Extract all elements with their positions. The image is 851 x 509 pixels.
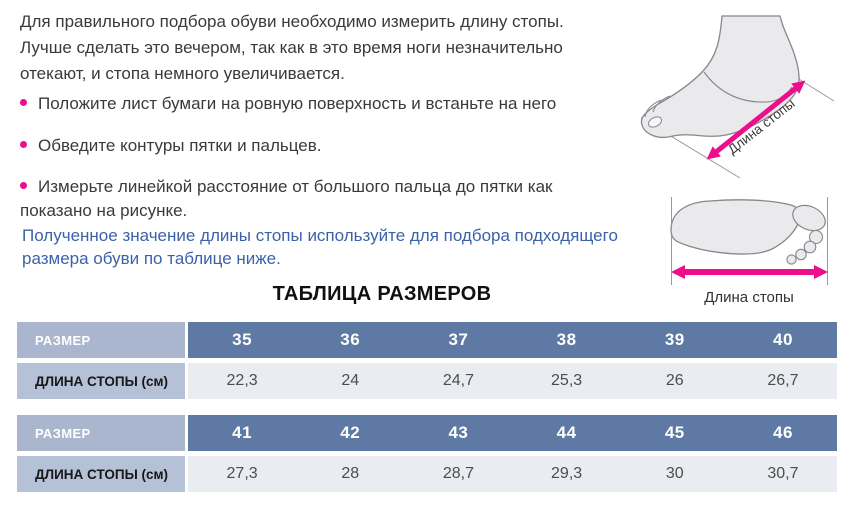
foot-side-view-illustration: Длина стопы <box>640 15 835 178</box>
size-cell: 44 <box>512 415 621 451</box>
length-cell: 30 <box>620 456 729 492</box>
length-row-header: ДЛИНА СТОПЫ (см) <box>17 363 185 399</box>
toe <box>808 229 824 245</box>
intro-line: Лучше сделать это вечером, так как в это… <box>20 38 563 57</box>
length-cell: 30,7 <box>728 456 838 492</box>
bullet-dot-icon <box>20 182 27 190</box>
list-item: Измерьте линейкой расстояние от большого… <box>20 177 552 222</box>
size-cell: 35 <box>188 322 297 358</box>
table-row-lengths: ДЛИНА СТОПЫ (см) 22,3 24 24,7 25,3 26 26… <box>17 363 838 399</box>
note-paragraph: Полученное значение длины стопы использу… <box>22 224 618 270</box>
length-cell: 24,7 <box>404 363 513 399</box>
length-cell: 25,3 <box>512 363 621 399</box>
list-item: Положите лист бумаги на ровную поверхнос… <box>20 94 556 114</box>
intro-line: Для правильного подбора обуви необходимо… <box>20 12 564 31</box>
size-cell: 41 <box>188 415 297 451</box>
bullet-dot-icon <box>20 141 27 149</box>
size-cell: 46 <box>728 415 838 451</box>
table-row-sizes: РАЗМЕР 35 36 37 38 39 40 <box>17 322 838 358</box>
size-table-title: ТАБЛИЦА РАЗМЕРОВ <box>272 283 492 305</box>
foot-length-arrow-icon <box>706 80 806 160</box>
intro-paragraph: Для правильного подбора обуви необходимо… <box>20 9 564 87</box>
length-cell: 28 <box>296 456 405 492</box>
intro-line: отекают, и стопа немного увеличивается. <box>20 64 345 83</box>
foot-length-label: Длина стопы <box>704 289 794 306</box>
size-cell: 40 <box>728 322 838 358</box>
instruction-text: Измерьте линейкой расстояние от большого… <box>38 177 553 196</box>
instruction-text: показано на рисунке. <box>20 201 188 220</box>
size-row-header: РАЗМЕР <box>17 415 185 451</box>
list-item: Обведите контуры пятки и пальцев. <box>20 136 322 156</box>
size-row-header: РАЗМЕР <box>17 322 185 358</box>
footprint-top-view-illustration: Длина стопы <box>670 197 828 306</box>
size-cell: 37 <box>404 322 513 358</box>
size-cell: 42 <box>296 415 405 451</box>
instruction-text: Обведите контуры пятки и пальцев. <box>38 136 322 155</box>
size-table-41-46: РАЗМЕР 41 42 43 44 45 46 ДЛИНА СТОПЫ (см… <box>17 415 838 492</box>
length-cell: 29,3 <box>512 456 621 492</box>
length-cell: 26,7 <box>728 363 838 399</box>
length-cell: 27,3 <box>188 456 297 492</box>
size-cell: 45 <box>620 415 729 451</box>
length-cell: 26 <box>620 363 729 399</box>
footprint-outline <box>670 199 802 255</box>
toe <box>803 240 817 254</box>
bullet-dot-icon <box>20 99 27 107</box>
toe <box>795 248 807 261</box>
length-cell: 22,3 <box>188 363 297 399</box>
toenail <box>647 116 663 128</box>
length-cell: 28,7 <box>404 456 513 492</box>
instruction-text: Положите лист бумаги на ровную поверхнос… <box>38 94 557 113</box>
big-toe <box>792 204 826 232</box>
note-line: размера обуви по таблице ниже. <box>22 249 281 268</box>
toe-crease <box>644 99 662 118</box>
size-table-35-40: РАЗМЕР 35 36 37 38 39 40 ДЛИНА СТОПЫ (см… <box>17 322 838 399</box>
ground-line <box>793 75 835 102</box>
length-row-header: ДЛИНА СТОПЫ (см) <box>17 456 185 492</box>
note-line: Полученное значение длины стопы использу… <box>22 226 618 245</box>
table-row-sizes: РАЗМЕР 41 42 43 44 45 46 <box>17 415 838 451</box>
size-cell: 39 <box>620 322 729 358</box>
size-cell: 38 <box>512 322 621 358</box>
toe-crease <box>652 95 671 113</box>
size-cell: 36 <box>296 322 405 358</box>
table-row-lengths: ДЛИНА СТОПЫ (см) 27,3 28 28,7 29,3 30 30… <box>17 456 838 492</box>
length-cell: 24 <box>296 363 405 399</box>
size-cell: 43 <box>404 415 513 451</box>
toe <box>786 254 797 265</box>
